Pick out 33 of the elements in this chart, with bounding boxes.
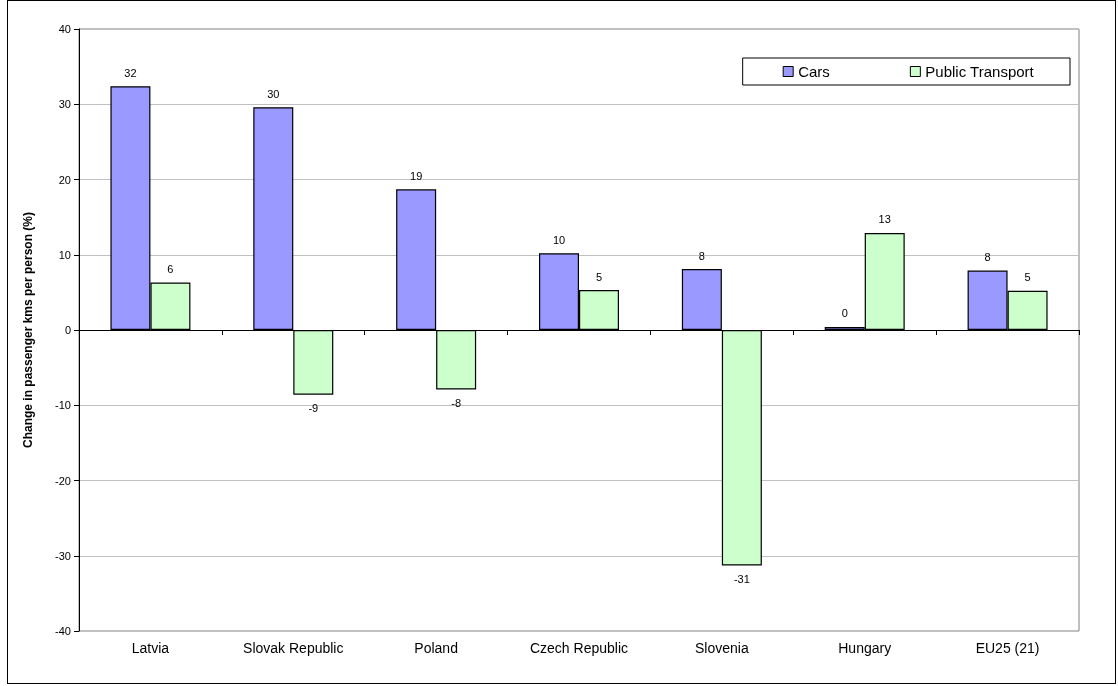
- data-label: 19: [410, 169, 423, 182]
- y-axis-title: Change in passenger kms per person (%): [21, 211, 35, 449]
- data-label: 10: [552, 233, 566, 246]
- data-label: 32: [124, 66, 137, 79]
- data-label: -8: [451, 396, 462, 409]
- data-label: 8: [984, 251, 991, 264]
- y-tick-label: -40: [55, 625, 71, 637]
- x-tick-label: Latvia: [131, 640, 170, 656]
- legend-label: Public Transport: [925, 63, 1035, 80]
- x-tick-label: Hungary: [838, 640, 892, 656]
- y-tick-label: 0: [64, 324, 71, 336]
- x-tick-label: Slovenia: [695, 640, 749, 656]
- data-label: 13: [878, 213, 891, 226]
- x-tick-label: Slovak Republic: [243, 640, 344, 656]
- x-tick-label: Poland: [414, 640, 458, 656]
- data-label: 5: [1024, 271, 1031, 284]
- y-tick-label: 30: [58, 98, 71, 111]
- legend-label: Cars: [798, 63, 830, 80]
- data-label: -9: [308, 402, 319, 415]
- data-label: 0: [841, 307, 848, 320]
- data-label: 8: [698, 249, 705, 262]
- y-tick-label: -30: [55, 549, 71, 562]
- data-label: 30: [267, 87, 280, 100]
- y-tick-label: -20: [55, 474, 71, 487]
- data-label: -31: [733, 573, 750, 586]
- y-tick-label: 40: [58, 23, 71, 35]
- y-tick-label: 20: [58, 173, 71, 186]
- data-label: 6: [167, 263, 174, 276]
- x-tick-label: Czech Republic: [529, 640, 629, 656]
- data-label: 5: [595, 270, 603, 283]
- y-tick-label: 10: [58, 248, 71, 261]
- y-tick-label: -10: [55, 399, 71, 412]
- x-tick-label: EU25 (21): [975, 640, 1040, 656]
